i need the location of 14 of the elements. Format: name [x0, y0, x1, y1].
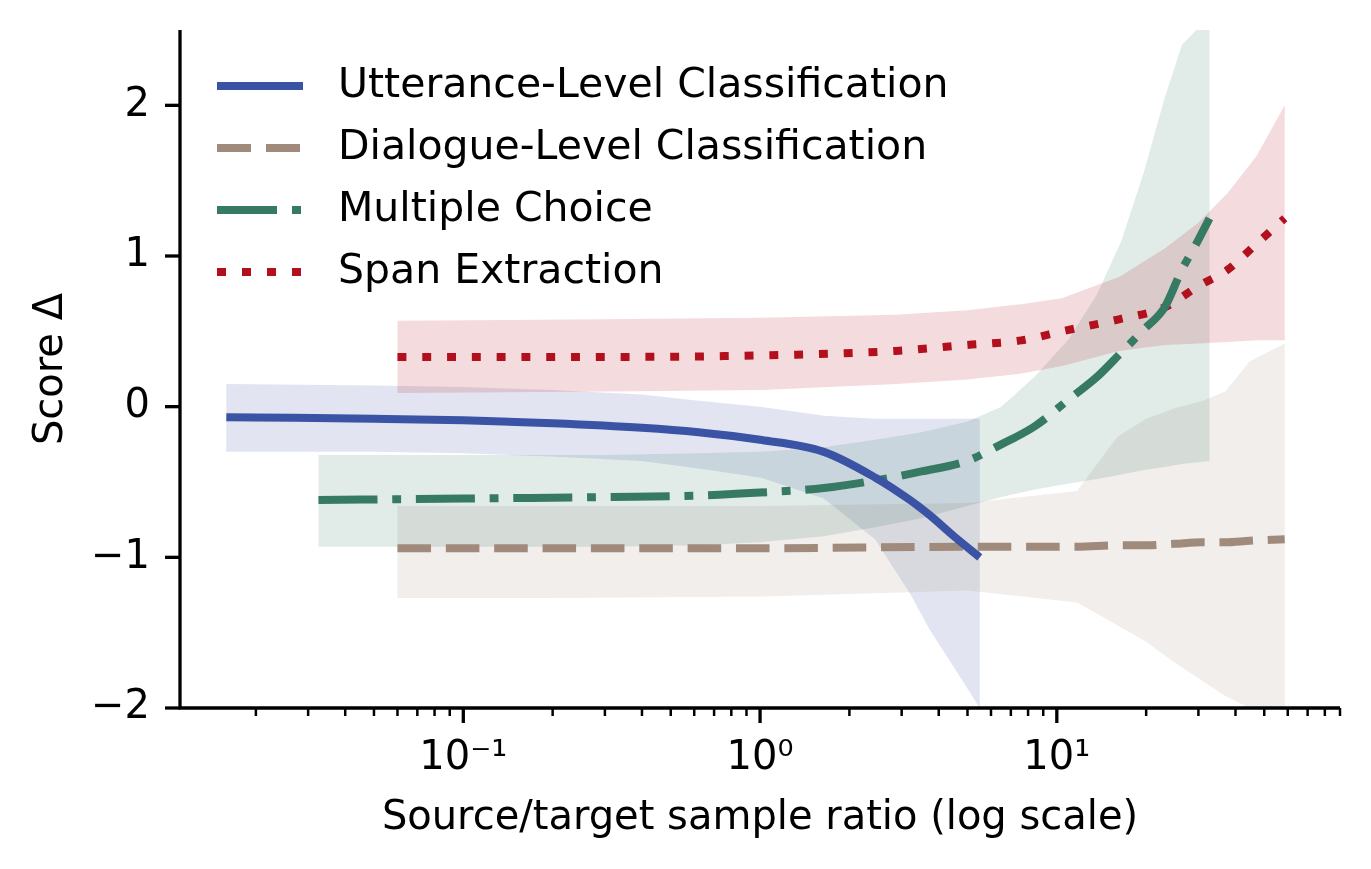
legend-label: Multiple Choice — [338, 182, 653, 231]
y-tick-label: −1 — [91, 530, 150, 577]
legend-label: Span Extraction — [338, 244, 664, 293]
x-tick-label: 10⁻¹ — [419, 732, 508, 779]
y-tick-label: 0 — [124, 380, 150, 427]
y-tick-label: 2 — [124, 78, 150, 125]
x-tick-label: 10¹ — [1023, 732, 1091, 779]
legend-label: Dialogue-Level Classification — [338, 120, 928, 169]
y-tick-label: −2 — [91, 681, 150, 728]
x-axis-title: Source/target sample ratio (log scale) — [381, 792, 1139, 839]
x-tick-label: 10⁰ — [726, 732, 794, 779]
y-axis-title: Score Δ — [25, 292, 72, 446]
legend-label: Utterance-Level Classification — [338, 58, 949, 107]
y-tick-label: 1 — [124, 229, 150, 276]
